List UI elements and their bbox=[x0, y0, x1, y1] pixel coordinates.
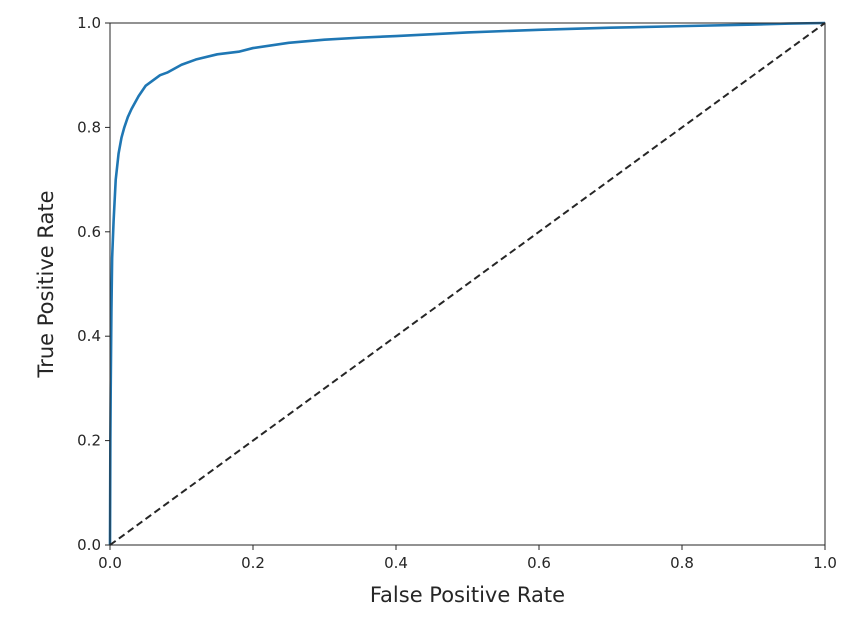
y-tick-label: 0.8 bbox=[77, 118, 101, 136]
random-classifier-diagonal bbox=[109, 22, 826, 546]
x-axis-label: False Positive Rate bbox=[370, 583, 565, 607]
y-tick-label: 0.6 bbox=[77, 223, 101, 241]
x-tick-label: 0.6 bbox=[527, 554, 551, 572]
y-tick-label: 1.0 bbox=[77, 14, 101, 32]
x-tick-label: 0.0 bbox=[98, 554, 122, 572]
x-tick-label: 0.8 bbox=[670, 554, 694, 572]
x-tick-label: 0.2 bbox=[241, 554, 265, 572]
x-tick-label: 0.4 bbox=[384, 554, 408, 572]
plot-area bbox=[108, 21, 826, 546]
y-axis-label: True Positive Rate bbox=[34, 190, 58, 378]
axes-frame bbox=[109, 22, 826, 546]
y-tick-label: 0.2 bbox=[77, 432, 101, 450]
roc-curve bbox=[108, 21, 826, 546]
y-tick-label: 0.4 bbox=[77, 327, 101, 345]
x-tick-label: 1.0 bbox=[813, 554, 837, 572]
y-tick-label: 0.0 bbox=[77, 536, 101, 554]
y-axis: 0.0 0.2 0.4 0.6 0.8 1.0 bbox=[77, 14, 110, 554]
x-axis: 0.0 0.2 0.4 0.6 0.8 1.0 bbox=[98, 545, 837, 572]
